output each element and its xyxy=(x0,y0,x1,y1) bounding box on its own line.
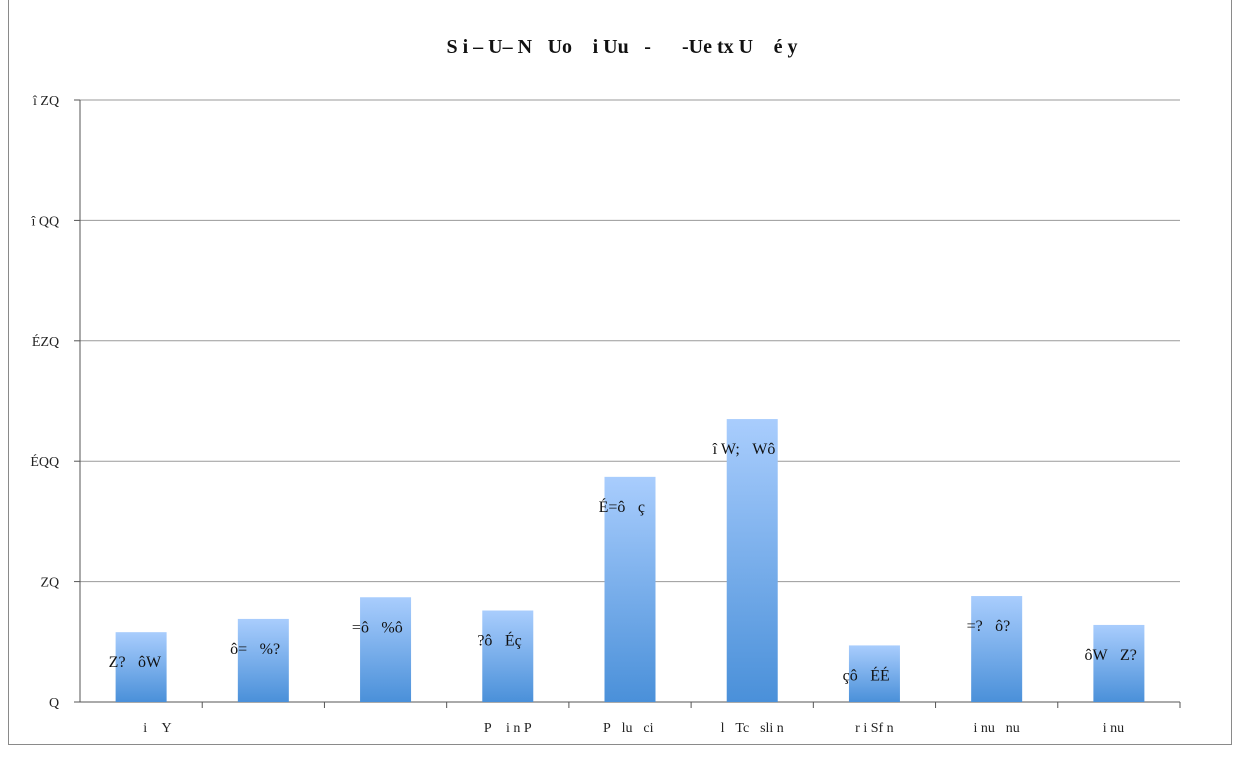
x-tick-label: 􏰃􏰃􏰃􏰃i 􏰃Y􏰃 xyxy=(100,721,183,736)
data-label: ô=􏰃%? 􏰃 xyxy=(230,641,296,658)
chart-title: 􏰃S i – U– N􏰅Uo 􏰂i Uu􏰅-􏰅􏰅-Ue tx U 􏰅é y􏰃 xyxy=(430,36,814,58)
data-label: =ô􏰃%ô 􏰃 xyxy=(352,619,419,636)
x-tick-label: 􏰃P􏰃 i n P􏰃 xyxy=(473,721,543,736)
bar xyxy=(360,597,412,702)
x-tick-label: 􏰃r i Sf n􏰃 xyxy=(844,721,904,736)
corner-mark: 􏰃 xyxy=(1222,736,1232,750)
x-tick-label: 􏰃i nu􏰃􏰃 xyxy=(1092,721,1146,736)
data-label: Z?􏰃ôW􏰃 xyxy=(109,654,174,671)
y-tick-label: ÉQQ􏰃 xyxy=(30,453,70,470)
y-tick-label: î QQ􏰃 xyxy=(31,214,71,229)
data-label: ?ô􏰃Éç 􏰃 xyxy=(477,630,538,649)
bar xyxy=(971,596,1023,702)
bar xyxy=(604,476,656,702)
x-tick-label: 􏰃P􏰃lu􏰃ci 􏰃 xyxy=(592,721,668,736)
x-tick-label: 􏰃i nu􏰃nu􏰃 xyxy=(963,721,1031,736)
bar xyxy=(237,618,289,702)
y-tick-label: ÉZQ􏰃 xyxy=(32,333,70,350)
y-tick-label: Q􏰃 xyxy=(49,696,70,711)
x-tick-label: 􏰃 􏰃􏰃 xyxy=(367,721,403,736)
bar xyxy=(115,632,167,702)
y-tick-label: ZQ􏰃 xyxy=(40,576,70,591)
bar xyxy=(1093,624,1145,702)
data-labels: Z?􏰃ôW􏰃 ô=􏰃%? 􏰃 =ô􏰃%ô 􏰃 ?ô􏰃Éç 􏰃 É=ô􏰃ç 􏰃 î W;􏰃W… xyxy=(109,441,1154,684)
data-label: =?􏰃ô? 􏰃 xyxy=(967,618,1027,635)
bar xyxy=(848,645,900,702)
x-tick-label: 􏰃􏰃􏰃􏰃 xyxy=(242,721,286,736)
y-tick-label: î ZQ􏰃 xyxy=(32,94,70,109)
bars xyxy=(115,419,1145,702)
data-label: ôW􏰃Z? 􏰃 xyxy=(1084,647,1153,664)
bar xyxy=(726,419,778,702)
data-label: çô􏰃ÉÉ 􏰃 xyxy=(843,665,907,684)
data-label: î W;􏰃Wô 􏰃 xyxy=(712,441,792,458)
x-tick-label: 􏰃l􏰃Tc􏰃sli n􏰃 xyxy=(710,721,795,736)
bar xyxy=(482,610,534,702)
axes: Q􏰃 ZQ􏰃 ÉQQ􏰃 ÉZQ􏰃 î QQ􏰃 î ZQ􏰃 􏰃􏰃􏰃􏰃i 􏰃Y􏰃 􏰃􏰃􏰃􏰃 􏰃 􏰃􏰃… xyxy=(30,94,1181,736)
data-label: É=ô􏰃ç 􏰃 xyxy=(599,497,662,516)
